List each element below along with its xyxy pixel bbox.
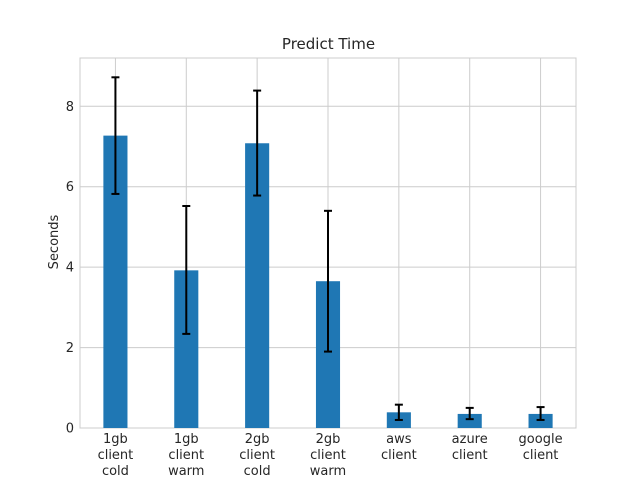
x-tick-label-line: warm <box>168 464 204 479</box>
x-tick-label-line: client <box>381 448 417 463</box>
x-tick-label-line: warm <box>310 464 346 479</box>
y-tick-label: 2 <box>66 341 74 356</box>
x-tick-label-line: client <box>168 448 204 463</box>
x-tick-label-line: 1gb <box>174 432 199 447</box>
x-tick-label-line: client <box>523 448 559 463</box>
y-axis-label: Seconds <box>47 214 62 269</box>
x-tick-label: 1gb client cold <box>98 432 134 479</box>
bar <box>528 413 553 428</box>
x-tick-label-line: cold <box>102 464 129 479</box>
y-tick-label: 6 <box>66 180 74 195</box>
y-tick-label: 0 <box>66 422 74 437</box>
x-tick-label-line: 2gb <box>316 432 341 447</box>
x-tick-label-line: google <box>519 432 563 447</box>
x-tick-label: azure client <box>452 432 488 463</box>
x-tick-label: 2gb client cold <box>239 432 275 479</box>
x-tick-label: 2gb client warm <box>310 432 346 479</box>
x-tick-label-line: client <box>239 448 275 463</box>
x-tick-label-line: 2gb <box>245 432 270 447</box>
chart-title: Predict Time <box>282 35 375 53</box>
x-tick-label: aws client <box>381 432 417 463</box>
y-tick-label: 8 <box>66 100 74 115</box>
x-tick-label: 1gb client warm <box>168 432 204 479</box>
x-tick-label-line: client <box>310 448 346 463</box>
x-tick-label: google client <box>519 432 563 463</box>
x-tick-label-line: azure <box>452 432 488 447</box>
x-tick-label-line: client <box>98 448 134 463</box>
bar <box>457 413 482 428</box>
y-tick-label: 4 <box>66 261 74 276</box>
x-tick-label-line: client <box>452 448 488 463</box>
x-tick-label-line: cold <box>244 464 271 479</box>
y-tick-labels: 0 2 4 6 8 <box>66 100 74 437</box>
error-bars <box>111 76 545 421</box>
x-tick-label-line: aws <box>386 432 412 447</box>
x-tick-label-line: 1gb <box>103 432 128 447</box>
